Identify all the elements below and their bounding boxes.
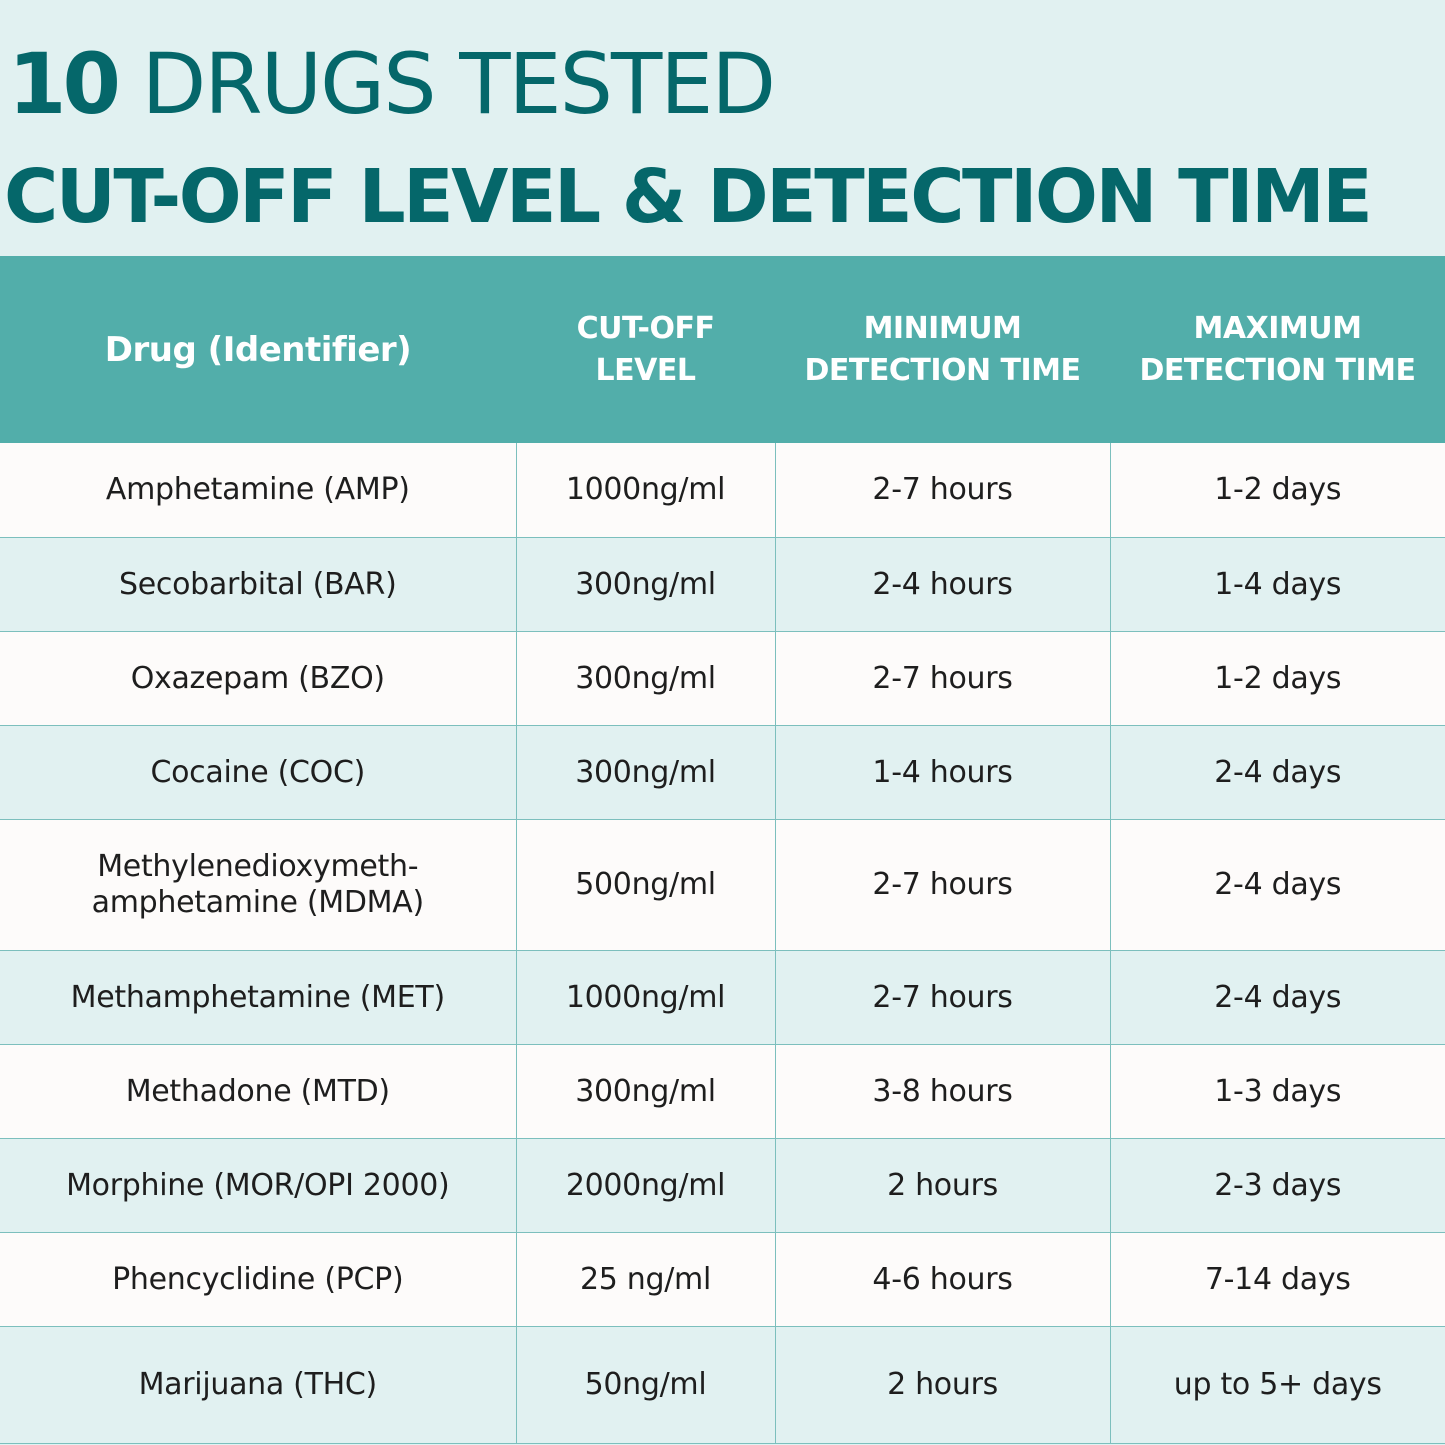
max-detection-cell: 1-3 days [1109,1044,1445,1139]
title-number: 10 [8,35,121,133]
header-min-line1: MINIMUM [863,310,1022,346]
max-detection-cell: 2-4 days [1109,950,1445,1045]
drug-cell: Cocaine (COC) [0,725,516,820]
max-detection-cell: 7-14 days [1109,1232,1445,1327]
header-cutoff: CUT-OFF LEVEL [516,256,775,443]
header-cutoff-line1: CUT-OFF [576,310,715,346]
min-detection-cell: 2 hours [774,1326,1110,1444]
max-detection-cell: 1-2 days [1109,631,1445,726]
cutoff-cell: 300ng/ml [515,1044,775,1139]
drug-cell: Marijuana (THC) [0,1326,516,1444]
cutoff-cell: 25 ng/ml [515,1232,775,1327]
title-drugs-tested: DRUGS TESTED [116,35,776,133]
min-detection-cell: 2-7 hours [774,631,1110,726]
max-detection-cell: 2-3 days [1109,1138,1445,1233]
header-min-detection: MINIMUM DETECTION TIME [775,256,1110,443]
cutoff-cell: 500ng/ml [515,819,775,951]
cutoff-cell: 300ng/ml [515,537,775,632]
max-detection-cell: 1-4 days [1109,537,1445,632]
header-drug: Drug (Identifier) [0,256,516,443]
min-detection-cell: 2-4 hours [774,537,1110,632]
header-cutoff-line2: LEVEL [595,352,696,388]
table-row: Methylenedioxymeth-amphetamine (MDMA) 50… [0,819,1445,951]
drug-cell: Amphetamine (AMP) [0,443,516,538]
header-max-line1: MAXIMUM [1193,310,1362,346]
title-line-2: CUT-OFF LEVEL & DETECTION TIME [4,154,1373,240]
max-detection-cell: 1-2 days [1109,443,1445,538]
max-detection-cell: 2-4 days [1109,725,1445,820]
table-row: Secobarbital (BAR) 300ng/ml 2-4 hours 1-… [0,537,1445,632]
min-detection-cell: 1-4 hours [774,725,1110,820]
table-row: Amphetamine (AMP) 1000ng/ml 2-7 hours 1-… [0,443,1445,538]
drug-name-line1: Methylenedioxymeth- [97,848,419,884]
cutoff-cell: 50ng/ml [515,1326,775,1444]
drug-cell: Methadone (MTD) [0,1044,516,1139]
cutoff-cell: 2000ng/ml [515,1138,775,1233]
cutoff-cell: 300ng/ml [515,725,775,820]
table-row: Marijuana (THC) 50ng/ml 2 hours up to 5+… [0,1326,1445,1444]
drug-cell: Methylenedioxymeth-amphetamine (MDMA) [0,819,516,951]
max-detection-cell: up to 5+ days [1109,1326,1445,1444]
min-detection-cell: 2 hours [774,1138,1110,1233]
min-detection-cell: 4-6 hours [774,1232,1110,1327]
drug-name-line2: amphetamine (MDMA) [91,884,425,920]
cutoff-cell: 300ng/ml [515,631,775,726]
min-detection-cell: 2-7 hours [774,443,1110,538]
drug-cell: Oxazepam (BZO) [0,631,516,726]
table-row: Cocaine (COC) 300ng/ml 1-4 hours 2-4 day… [0,725,1445,820]
min-detection-cell: 2-7 hours [774,819,1110,951]
max-detection-cell: 2-4 days [1109,819,1445,951]
drug-cell: Methamphetamine (MET) [0,950,516,1045]
table-row: Methamphetamine (MET) 1000ng/ml 2-7 hour… [0,950,1445,1045]
header-max-detection: MAXIMUM DETECTION TIME [1110,256,1445,443]
title-line-1: 10 DRUGS TESTED [8,35,776,133]
drug-detection-table: Drug (Identifier) CUT-OFF LEVEL MINIMUM DE… [0,256,1445,1444]
cutoff-cell: 1000ng/ml [515,443,775,538]
drug-cell: Secobarbital (BAR) [0,537,516,632]
min-detection-cell: 2-7 hours [774,950,1110,1045]
table-row: Morphine (MOR/OPI 2000) 2000ng/ml 2 hour… [0,1138,1445,1233]
table-row: Methadone (MTD) 300ng/ml 3-8 hours 1-3 d… [0,1044,1445,1139]
table-row: Oxazepam (BZO) 300ng/ml 2-7 hours 1-2 da… [0,631,1445,726]
table-header-row: Drug (Identifier) CUT-OFF LEVEL MINIMUM DE… [0,256,1445,443]
table-row: Phencyclidine (PCP) 25 ng/ml 4-6 hours 7… [0,1232,1445,1327]
cutoff-cell: 1000ng/ml [515,950,775,1045]
header-max-line2: DETECTION TIME [1139,352,1416,388]
drug-cell: Phencyclidine (PCP) [0,1232,516,1327]
header-min-line2: DETECTION TIME [804,352,1081,388]
drug-cell: Morphine (MOR/OPI 2000) [0,1138,516,1233]
min-detection-cell: 3-8 hours [774,1044,1110,1139]
